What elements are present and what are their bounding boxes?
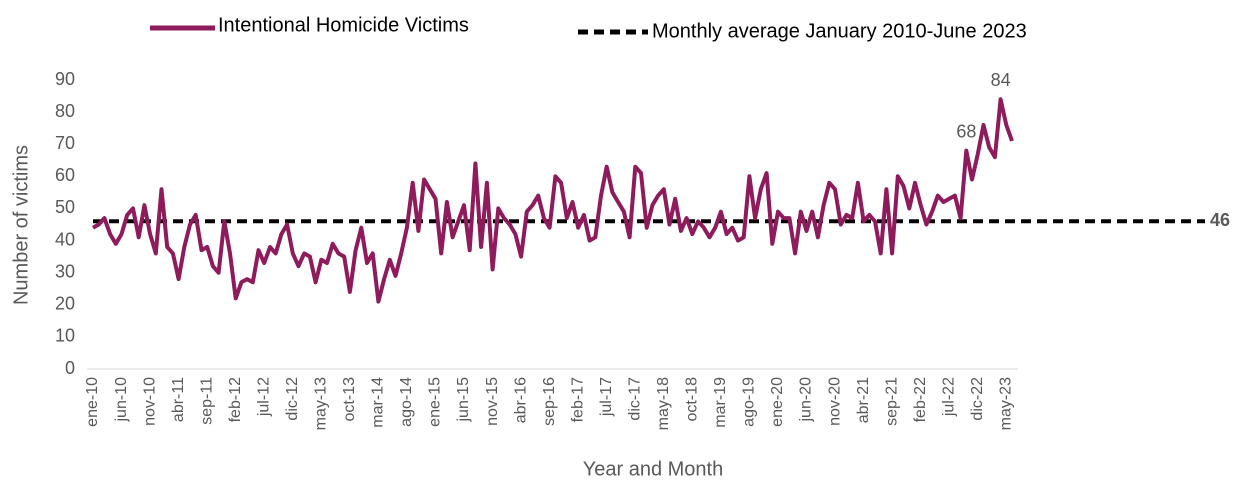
y-tick-label: 20	[55, 294, 75, 314]
x-tick-label: jun-20	[798, 377, 815, 423]
x-tick-label: may-13	[313, 377, 330, 430]
y-tick-label: 40	[55, 229, 75, 249]
y-tick-label: 60	[55, 165, 75, 185]
average-label: 46	[1210, 210, 1230, 230]
x-tick-label: jul-22	[940, 377, 957, 417]
y-tick-label: 90	[55, 69, 75, 89]
x-tick-label: sep-16	[541, 377, 558, 426]
y-tick-label: 10	[55, 326, 75, 346]
x-tick-label: nov-10	[141, 377, 158, 426]
x-tick-label: ago-19	[741, 377, 758, 427]
x-tick-label: sep-21	[883, 377, 900, 426]
x-tick-label: oct-18	[684, 377, 701, 422]
x-tick-label: ene-20	[769, 377, 786, 427]
x-tick-label: dic-12	[284, 377, 301, 421]
x-tick-label: jul-12	[255, 377, 272, 417]
x-tick-label: mar-19	[712, 377, 729, 428]
x-tick-label: feb-22	[912, 377, 929, 422]
x-tick-label: sep-11	[198, 377, 215, 425]
x-tick-label: dic-22	[969, 377, 986, 421]
y-tick-label: 30	[55, 261, 75, 281]
x-tick-label: ene-15	[427, 377, 444, 427]
legend-label: Monthly average January 2010-June 2023	[652, 20, 1027, 42]
x-tick-label: oct-13	[341, 377, 358, 422]
x-tick-label: ago-14	[398, 377, 415, 427]
y-tick-label: 80	[55, 101, 75, 121]
x-tick-label: abr-16	[512, 377, 529, 423]
data-label: 84	[991, 70, 1011, 90]
x-tick-label: ene-10	[84, 377, 101, 427]
y-tick-label: 50	[55, 197, 75, 217]
x-tick-label: may-23	[998, 377, 1015, 430]
x-tick-label: may-18	[655, 377, 672, 430]
y-axis-title: Number of victims	[10, 145, 32, 305]
x-tick-label: feb-17	[569, 377, 586, 422]
x-tick-label: mar-14	[370, 377, 387, 428]
x-axis-title: Year and Month	[583, 458, 723, 480]
y-tick-label: 0	[65, 358, 75, 378]
x-tick-label: jul-17	[598, 377, 615, 417]
x-tick-label: jun-15	[455, 377, 472, 423]
data-line	[92, 97, 1014, 304]
x-tick-label: abr-21	[855, 377, 872, 423]
x-tick-label: dic-17	[626, 377, 643, 421]
x-tick-label: nov-20	[826, 377, 843, 426]
x-tick-label: abr-11	[170, 377, 187, 422]
y-tick-label: 70	[55, 133, 75, 153]
x-tick-label: jun-10	[113, 377, 130, 423]
data-label: 68	[956, 121, 976, 141]
x-tick-label: feb-12	[227, 377, 244, 422]
legend-label: Intentional Homicide Victims	[218, 14, 469, 36]
x-tick-label: nov-15	[484, 377, 501, 426]
